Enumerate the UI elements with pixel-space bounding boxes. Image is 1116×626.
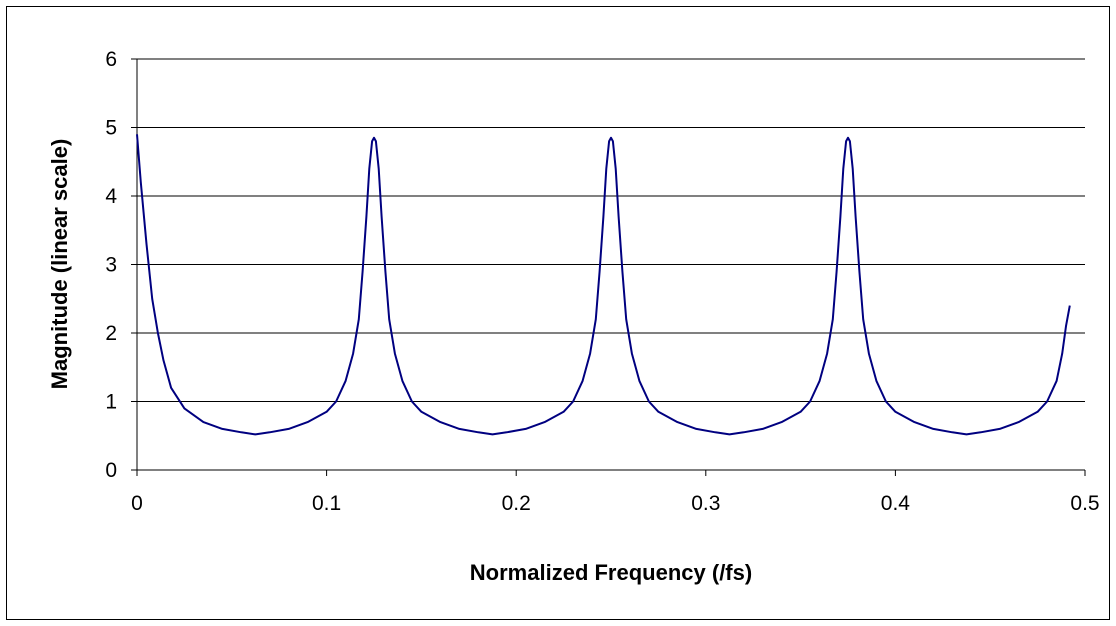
chart-frame [6,6,1110,620]
grid-lines [137,58,1085,402]
tick-labels: 0 1 2 3 4 5 6 0 0.1 0.2 0.3 0.4 0.5 [105,48,1099,515]
x-tick-label: 0.3 [691,492,720,515]
series-line [136,134,1071,436]
y-axis-title: Magnitude (linear scale) [47,139,72,390]
axes [131,58,1086,476]
x-tick-label: 0.4 [881,492,911,515]
y-tick-label: 1 [105,391,117,414]
x-tick-label: 0.5 [1070,492,1099,515]
x-axis-title: Normalized Frequency (/fs) [470,560,752,585]
y-tick-label: 6 [105,48,117,71]
x-tick-label: 0.1 [312,492,341,515]
x-tick-label: 0.2 [502,492,531,515]
series-layer [136,134,1071,436]
y-tick-label: 2 [105,322,117,345]
x-tick-label: 0 [131,492,143,515]
y-tick-label: 4 [105,185,117,208]
y-tick-label: 5 [105,117,117,140]
y-tick-label: 3 [105,254,117,277]
y-tick-label: 0 [105,459,117,482]
